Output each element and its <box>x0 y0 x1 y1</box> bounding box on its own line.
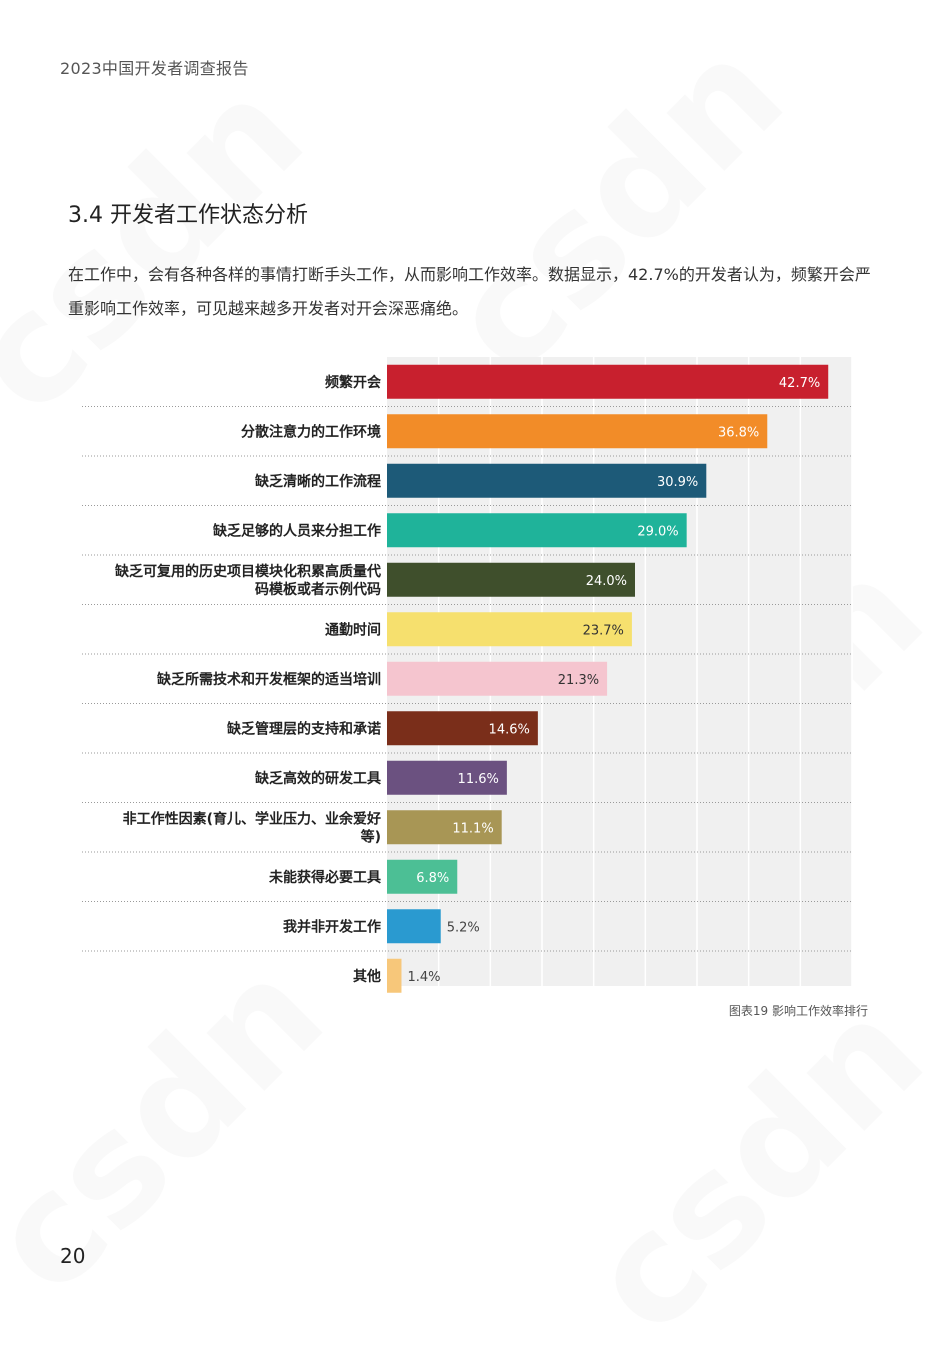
category-label: 未能获得必要工具 <box>269 869 381 886</box>
bar-chart-svg: 42.7% 频繁开会 36.8% 分散注意力的工作环境 30.9% 缺乏清晰的工作流程 29… <box>82 357 853 993</box>
report-header: 2023中国开发者调查报告 <box>60 59 249 78</box>
watermark: csdn <box>556 527 936 927</box>
bar-value-label: 30.9% <box>657 475 698 490</box>
bar <box>387 958 402 993</box>
watermark: csdn <box>556 967 936 1367</box>
watermark: csdn <box>0 47 336 447</box>
watermark: csdn <box>0 927 356 1327</box>
category-label: 缺乏可复用的历史项目模块化积累高质量代 <box>115 563 381 580</box>
category-label: 缺乏足够的人员来分担工作 <box>213 522 381 539</box>
bar <box>387 612 632 647</box>
category-label: 我并非开发工作 <box>283 918 381 935</box>
bar <box>387 562 635 597</box>
plot-background <box>387 357 852 986</box>
bar <box>387 859 458 894</box>
category-label: 等) <box>361 828 381 845</box>
bar-value-label: 6.8% <box>416 871 449 886</box>
category-label: 缺乏所需技术和开发框架的适当培训 <box>157 671 381 688</box>
bar <box>387 909 441 944</box>
bar-value-label: 1.4% <box>407 970 440 985</box>
category-label: 其他 <box>353 968 381 985</box>
bar <box>387 810 502 845</box>
bar <box>387 513 687 548</box>
intro-paragraph: 在工作中，会有各种各样的事情打断手头工作，从而影响工作效率。数据显示，42.7%… <box>68 265 871 318</box>
bar <box>387 364 829 399</box>
bar <box>387 463 707 498</box>
bar-value-label: 5.2% <box>447 920 480 935</box>
bar <box>387 711 538 746</box>
bar-value-label: 11.1% <box>452 821 493 836</box>
bar-value-label: 11.6% <box>458 772 499 787</box>
category-label: 非工作性因素(育儿、学业压力、业余爱好 <box>123 810 381 827</box>
category-label: 通勤时间 <box>325 621 381 638</box>
bar-value-label: 24.0% <box>586 574 627 589</box>
figure-caption: 图表19 影响工作效率排行 <box>728 1004 868 1018</box>
category-label: 缺乏管理层的支持和承诺 <box>227 720 381 737</box>
section-title: 3.4 开发者工作状态分析 <box>68 203 308 228</box>
category-label: 分散注意力的工作环境 <box>241 423 381 440</box>
bar-value-label: 42.7% <box>779 376 820 391</box>
bar-chart: 42.7% 频繁开会 36.8% 分散注意力的工作环境 30.9% 缺乏清晰的工作流程 29… <box>82 357 853 993</box>
bar <box>387 414 768 449</box>
category-label: 码模板或者示例代码 <box>255 581 381 598</box>
bar <box>387 760 507 795</box>
bar-value-label: 29.0% <box>637 524 678 539</box>
bar <box>387 661 608 696</box>
bar-value-label: 14.6% <box>489 722 530 737</box>
bar-value-label: 23.7% <box>583 623 624 638</box>
category-label: 频繁开会 <box>325 374 382 391</box>
bar-value-label: 36.8% <box>718 425 759 440</box>
page-number: 20 <box>60 1244 86 1268</box>
bar-value-label: 21.3% <box>558 673 599 688</box>
category-label: 缺乏清晰的工作流程 <box>255 473 381 490</box>
watermark: csdn <box>416 7 816 407</box>
category-label: 缺乏高效的研发工具 <box>255 770 381 787</box>
